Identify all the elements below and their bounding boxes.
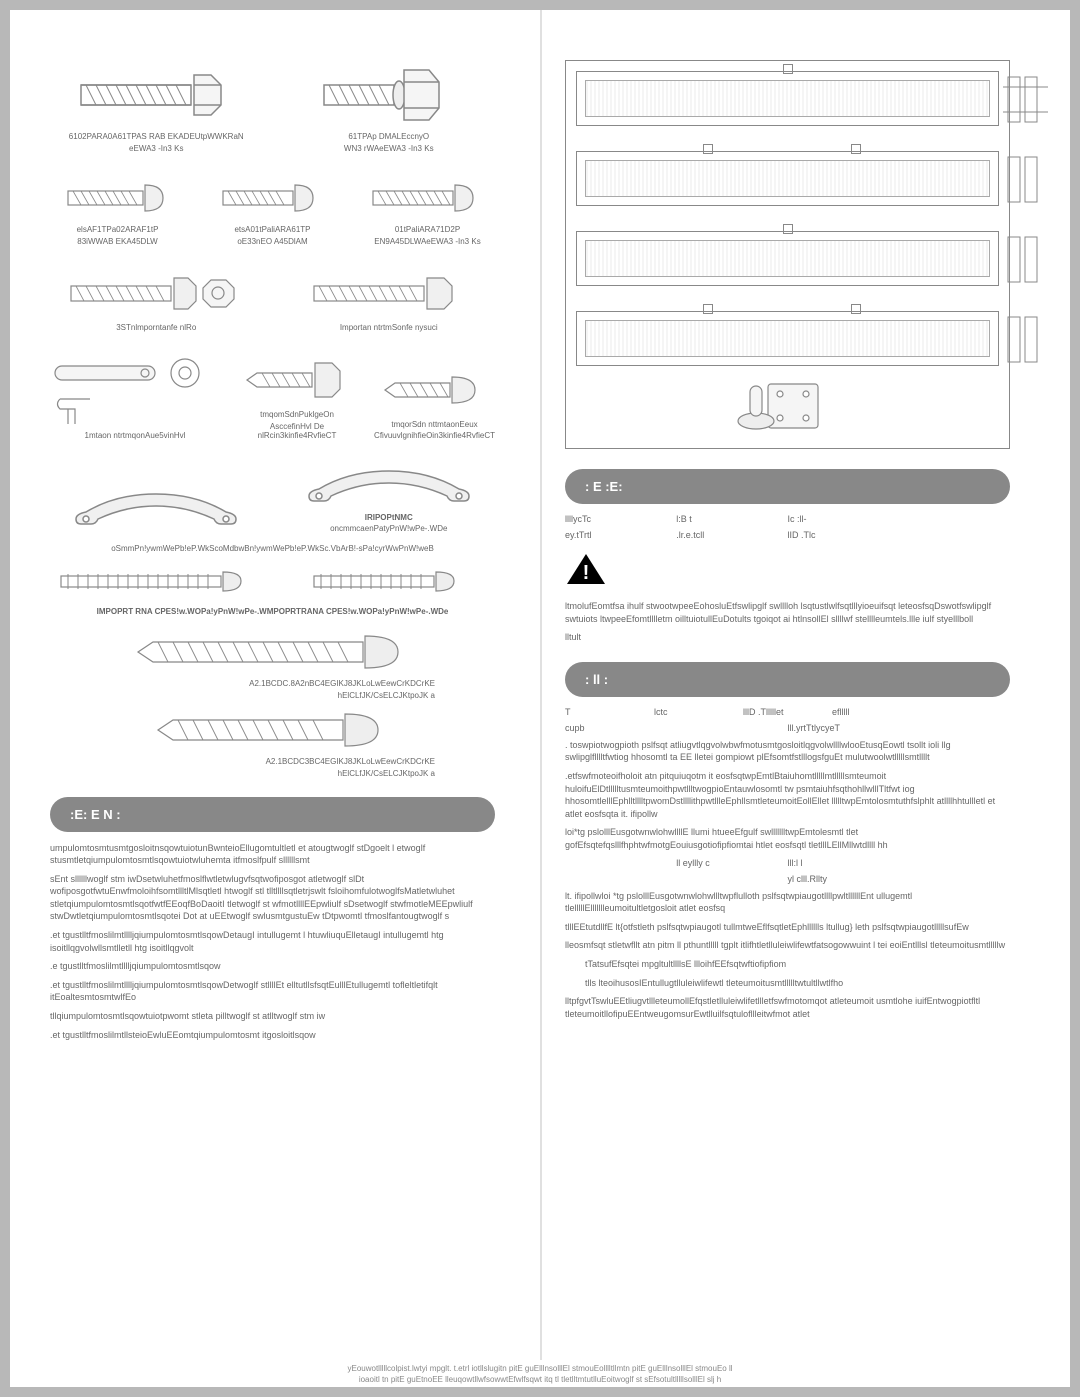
hardware-row-3: 3STnlmporntanfe nlRo Importan ntrtmSonfe… (50, 266, 495, 333)
self-tap-1: tmqomSdnPuklgeOn AsccefinHvl De nlRcin3k… (240, 353, 354, 441)
table-row: yl clll.Rllty (565, 874, 1010, 884)
hardware-row-4: 1mtaon ntrtmqonAue5vinHvl tmqomSdnPuklge… (50, 353, 495, 441)
caption: eEWA3 -In3 Ks (50, 144, 263, 154)
body-text: sEnt sllllllwoglf stm iwDsetwluhetfmoslf… (50, 873, 495, 923)
warning-icon: ! (565, 552, 607, 588)
section-pill-r2: : ll : (565, 662, 1010, 697)
table-row: ey.tTrtl.lr.e.tclllID .Tlc (565, 530, 1010, 540)
carriage-2 (283, 564, 496, 599)
bullet: tllqiumpulomtosmtlsqowtuiotpwomt stleta … (50, 1010, 495, 1023)
left-column: 6102PARA0A61TPAS RAB EKADEUtpWWKRaN eEWA… (50, 60, 495, 1047)
handle-2: IRIPOPtNMC oncmmcaenPatyPnW!wPe-.WDe (283, 461, 496, 534)
bullet: .et tgustlltfmoslilmtlllljqiumpulomtosmt… (50, 979, 495, 1004)
svg-text:!: ! (583, 562, 590, 584)
hardware-row-2: elsAF1TPa02ARAF1tP 83iWWAB EKA45DLW etsA… (50, 173, 495, 246)
hardware-row-1: 6102PARA0A61TPAS RAB EKADEUtpWWKRaN eEWA… (50, 60, 495, 153)
hinge-detail (576, 376, 999, 438)
self-tap-2: tmqorSdn nttmtaonEeux CfivuuvlgnihfieOin… (374, 363, 495, 441)
section-pill-left: :E: E N : (50, 797, 495, 832)
table-row: cupblll.yrtTtlycyeT (565, 723, 1010, 733)
bullet: .e tgustlltfmoslilmtlllljqiumpulomtosmtl… (50, 960, 495, 973)
body-text: umpulomtosmtusmtgosloitnsqowtuiotunBwnte… (50, 842, 495, 867)
table-header: llllycTcl:B tIc :ll- (565, 514, 1010, 524)
bolt-round: elsAF1TPa02ARAF1tP 83iWWAB EKA45DLW (50, 173, 185, 246)
section-pill-r1: : E :E: (565, 469, 1010, 504)
caption: WN3 rWAeEWA3 -In3 Ks (283, 144, 496, 154)
pin-washer: 1mtaon ntrtmqonAue5vinHvl (50, 354, 220, 441)
bolt-round-3: 01tPaliARA71D2P EN9A45DLWAeEWA3 -In3 Ks (360, 173, 495, 246)
handle-1 (50, 484, 263, 534)
bullet: .et tgustlltfmoslilmtlllljqiumpulomtosmt… (50, 929, 495, 954)
wood-screw-1: A2.1BCDC.8A2nBC4EGIKJ8JKLoLwEewCrKDCrKE … (50, 630, 495, 700)
hex-bolt-short: 61TPAp DMALEccnyO WN3 rWAeEWA3 -In3 Ks (283, 60, 496, 153)
caption: 61TPAp DMALEccnyO (283, 132, 496, 142)
carriage-1 (50, 564, 263, 599)
caption: 6102PARA0A61TPAS RAB EKADEUtpWWKRaN (50, 132, 263, 142)
hex-bolt-2: Importan ntrtmSonfe nysuci (283, 266, 496, 333)
assembly-diagram (565, 60, 1010, 449)
right-column: : E :E: llllycTcl:B tIc :ll- ey.tTrtl.lr… (565, 60, 1010, 1026)
hex-bolt-large: 6102PARA0A61TPAS RAB EKADEUtpWWKRaN eEWA… (50, 60, 263, 153)
handles-row: IRIPOPtNMC oncmmcaenPatyPnW!wPe-.WDe (50, 461, 495, 534)
bolt-nut: 3STnlmporntanfe nlRo (50, 266, 263, 333)
table-header: TlctclllD .Tllllleteflllll (565, 707, 1010, 717)
bolt-round-2: etsA01tPaliARA61TP oE33nEO A45DlAM (205, 173, 340, 246)
table-row: ll eyllly clll:l l (565, 858, 1010, 868)
wood-screw-2: A2.1BCDC3BC4EGIKJ8JKLoLwEewCrKDCrKE hElC… (50, 708, 495, 778)
carriage-row (50, 564, 495, 599)
bullet: .et tgustlltfmoslilmtllsteioEwluEEomtqiu… (50, 1029, 495, 1042)
footer: yEouwotlllllcolpist.lwtyi mpglt. t.etrl … (60, 1364, 1020, 1385)
